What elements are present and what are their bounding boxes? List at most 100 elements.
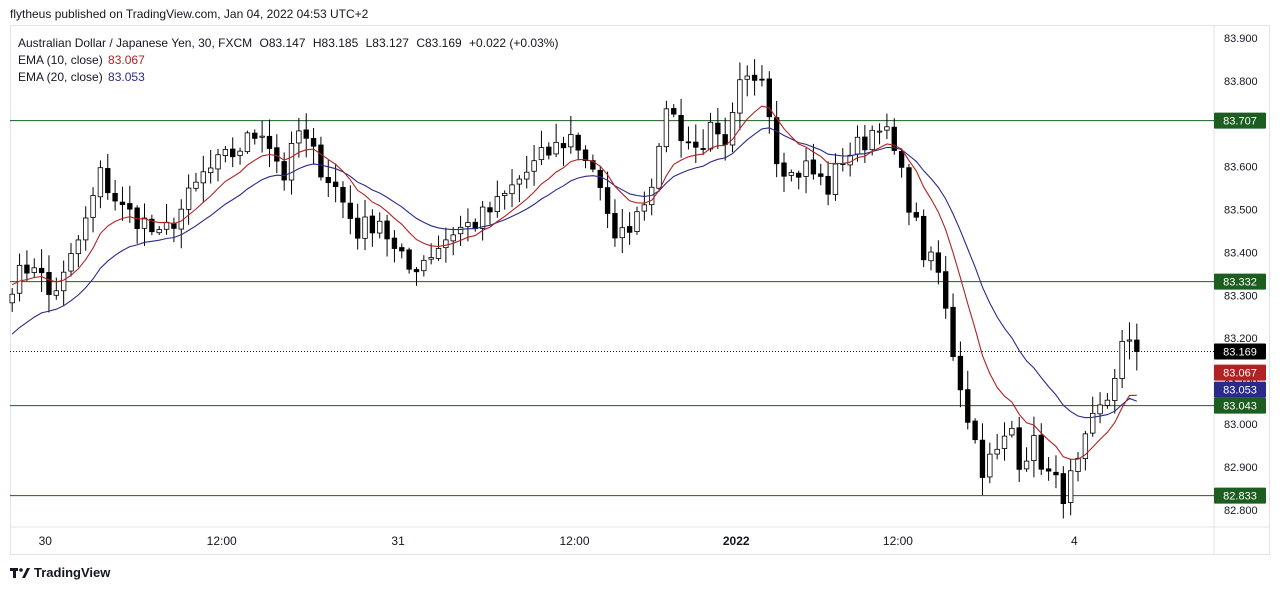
candle-down bbox=[825, 175, 831, 195]
candle-up bbox=[538, 147, 545, 161]
time-tick-label: 30 bbox=[39, 534, 53, 548]
legend-c-label: C bbox=[416, 36, 425, 50]
candle-up bbox=[193, 181, 199, 189]
candle-down bbox=[862, 136, 868, 151]
time-tick-label: 2022 bbox=[723, 534, 750, 548]
candle-up bbox=[296, 130, 302, 144]
candle-up bbox=[1097, 404, 1103, 415]
last-price-label: 83.169 bbox=[1223, 347, 1257, 359]
ema20-price-label: 83.053 bbox=[1223, 385, 1257, 397]
candle-down bbox=[38, 267, 45, 274]
candle-down bbox=[546, 146, 552, 156]
legend-symbol-row: Australian Dollar / Japanese Yen, 30, FX… bbox=[18, 35, 558, 52]
legend-low: 83.127 bbox=[372, 36, 409, 50]
price-tick-label: 83.600 bbox=[1224, 162, 1258, 174]
ema10-price-label: 83.067 bbox=[1223, 368, 1257, 380]
legend-ema10-label: EMA (10, close) bbox=[18, 53, 103, 67]
candle-down bbox=[1134, 339, 1140, 352]
legend-symbol: Australian Dollar / Japanese Yen, 30, FX… bbox=[18, 36, 253, 50]
candle-down bbox=[399, 247, 405, 252]
level-price-label-bg bbox=[1214, 397, 1266, 414]
candle-down bbox=[715, 122, 721, 135]
price-tick-label: 83.800 bbox=[1224, 76, 1258, 88]
candle-down bbox=[105, 168, 111, 194]
candle-down bbox=[46, 271, 52, 295]
candle-up bbox=[729, 112, 736, 146]
candle-down bbox=[781, 162, 787, 177]
candle-up bbox=[83, 217, 89, 241]
candle-down bbox=[1060, 473, 1066, 504]
candle-down bbox=[266, 135, 273, 149]
candle-up bbox=[531, 160, 537, 172]
candle-down bbox=[678, 115, 684, 142]
candle-up bbox=[207, 167, 214, 174]
candle-up bbox=[465, 222, 471, 228]
candle-down bbox=[590, 160, 596, 170]
candle-down bbox=[693, 141, 699, 148]
level-price-label: 83.707 bbox=[1223, 116, 1257, 128]
candle-up bbox=[259, 135, 265, 138]
candle-up bbox=[215, 154, 221, 170]
level-price-label-bg bbox=[1214, 487, 1266, 504]
candle-up bbox=[987, 453, 993, 478]
candle-up bbox=[509, 184, 515, 195]
candle-up bbox=[869, 129, 875, 151]
legend-l-label: L bbox=[365, 36, 373, 50]
level-price-label-bg bbox=[1214, 112, 1266, 129]
legend-ema10-row: EMA (10, close) 83.067 bbox=[18, 52, 558, 69]
price-tick-label: 83.000 bbox=[1224, 419, 1258, 431]
candle-down bbox=[112, 192, 118, 202]
candle-down bbox=[369, 215, 376, 234]
candle-down bbox=[413, 269, 420, 273]
price-tick-label: 83.500 bbox=[1224, 204, 1258, 216]
time-tick-label: 31 bbox=[391, 534, 405, 548]
candle-up bbox=[516, 178, 523, 185]
candle-up bbox=[803, 160, 809, 177]
candle-down bbox=[318, 144, 324, 178]
candle-down bbox=[943, 271, 949, 309]
candle-down bbox=[810, 159, 817, 175]
candle-down bbox=[957, 355, 964, 391]
candle-down bbox=[818, 173, 824, 177]
legend-o-label: O bbox=[259, 36, 269, 50]
candle-up bbox=[994, 448, 1000, 455]
candle-down bbox=[303, 129, 309, 139]
candle-down bbox=[310, 138, 317, 147]
candle-down bbox=[722, 134, 728, 145]
candle-up bbox=[53, 290, 59, 296]
ema10-price-label-bg bbox=[1214, 364, 1266, 381]
ema-20-line-group bbox=[11, 127, 1138, 419]
candle-down bbox=[979, 439, 986, 478]
tradingview-logo-icon bbox=[10, 567, 30, 579]
candle-up bbox=[1090, 412, 1096, 434]
candle-up bbox=[1067, 470, 1074, 503]
candle-down bbox=[119, 201, 126, 205]
legend-open: 83.147 bbox=[268, 36, 306, 50]
price-axis-labels: 83.707 83.332 83.043 82.833 83.169 83.067 83.0… bbox=[1214, 112, 1266, 504]
candle-up bbox=[185, 187, 192, 210]
time-tick-label: 12:00 bbox=[883, 534, 913, 548]
legend-ema20-value: 83.053 bbox=[108, 70, 145, 84]
price-tick-label: 83.400 bbox=[1224, 247, 1258, 259]
candle-up bbox=[435, 248, 442, 259]
legend-ema20-label: EMA (20, close) bbox=[18, 70, 103, 84]
candle-down bbox=[913, 212, 919, 218]
chart-legend: Australian Dollar / Japanese Yen, 30, FX… bbox=[18, 35, 558, 86]
level-price-label: 83.332 bbox=[1223, 277, 1257, 289]
ema-10-line bbox=[11, 105, 1137, 460]
horizontal-levels bbox=[10, 120, 1214, 497]
candle-down bbox=[626, 226, 633, 233]
candle-down bbox=[935, 252, 942, 273]
legend-h-label: H bbox=[312, 36, 322, 50]
candle-down bbox=[391, 237, 398, 249]
chart-frame[interactable] bbox=[10, 25, 1270, 555]
candle-up bbox=[9, 293, 15, 304]
price-tick-label: 82.800 bbox=[1224, 505, 1258, 517]
candle-down bbox=[340, 186, 346, 203]
candle-down bbox=[671, 108, 677, 115]
footer-brand[interactable]: TradingView bbox=[10, 565, 110, 580]
candle-up bbox=[619, 227, 625, 239]
legend-high: 83.185 bbox=[321, 36, 359, 50]
candles bbox=[9, 59, 1140, 519]
